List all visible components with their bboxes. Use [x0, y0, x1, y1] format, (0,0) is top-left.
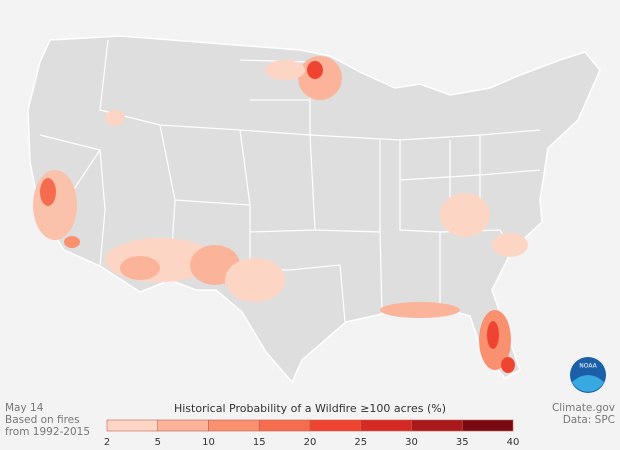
legend-tick-label: 2 [104, 437, 110, 448]
credit: Climate.gov [552, 402, 615, 414]
legend-swatch [157, 419, 209, 432]
legend-swatch [106, 419, 159, 432]
legend-swatch [309, 419, 362, 432]
logo-text: NOAA [579, 363, 597, 370]
legend-swatch [360, 419, 412, 432]
note: from 1992-2015 [5, 426, 90, 438]
noaa-logo: NOAA [570, 357, 606, 393]
us-map [27, 35, 601, 384]
date: May 14 [5, 402, 44, 414]
legend-swatch [411, 419, 463, 432]
legend-swatch [208, 419, 260, 432]
legend-tick-label: 35 [456, 437, 469, 448]
probability-areas [33, 56, 528, 373]
legend-swatch [258, 419, 311, 432]
legend-swatch [461, 419, 514, 432]
legend-tick-label: 10 [202, 437, 215, 448]
legend-title: Historical Probability of a Wildfire ≥10… [174, 402, 446, 415]
legend-tick-label: 40 [507, 437, 520, 448]
credit: Data: SPC [563, 414, 615, 426]
legend-tick-label: 30 [405, 437, 418, 448]
note: Based on fires [5, 414, 80, 426]
legend-tick-label: 25 [354, 437, 367, 448]
legend: 2 5 10 15 20 25 30 35 40 [104, 419, 520, 448]
legend-tick-label: 5 [155, 437, 161, 448]
legend-tick-label: 15 [253, 437, 266, 448]
legend-tick-label: 20 [304, 437, 317, 448]
